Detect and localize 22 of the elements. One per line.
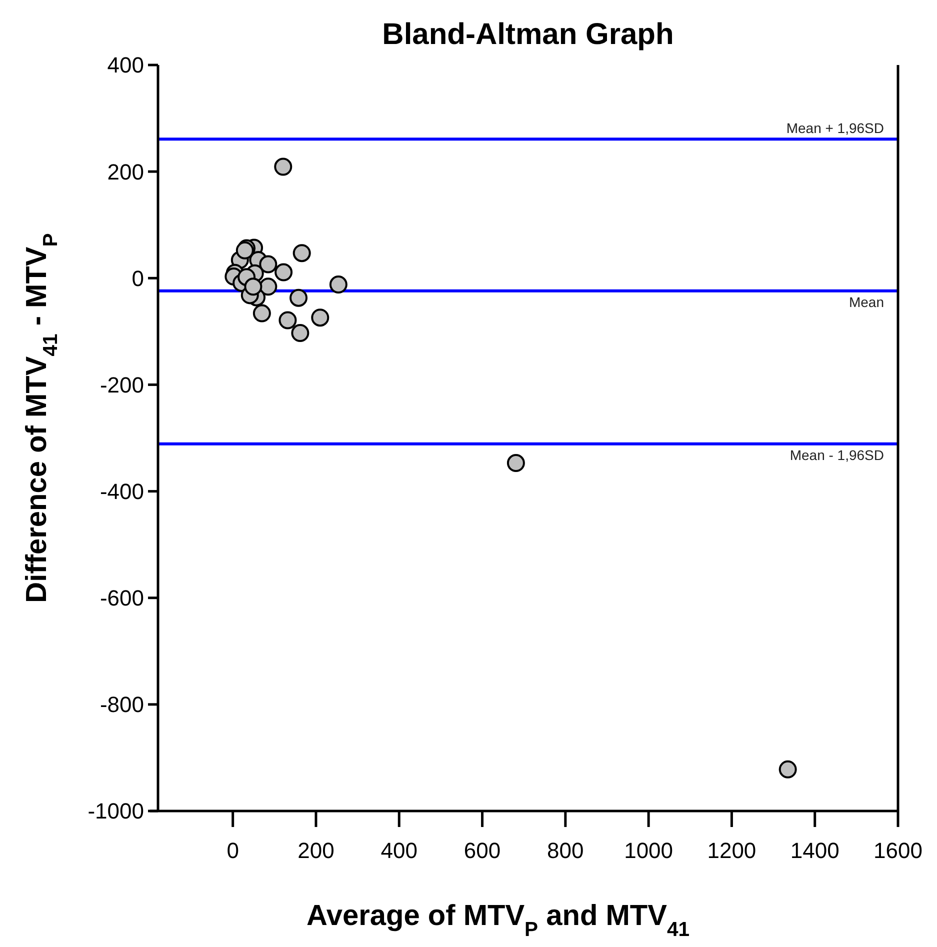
y-tick-label: -400 — [100, 478, 144, 504]
y-tick-label: 200 — [107, 159, 144, 184]
y-tick-label: -800 — [100, 692, 144, 718]
x-tick-label: 400 — [380, 838, 418, 863]
y-tick-label: -1000 — [88, 798, 144, 824]
x-tick-label: 600 — [464, 838, 501, 863]
x-tick-label: 1200 — [707, 838, 756, 863]
y-tick-label: 0 — [132, 266, 144, 291]
x-tick-label: 800 — [547, 838, 584, 863]
x-axis-title: Average of MTV$_{P}$ and MTV$_{41}$ — [306, 900, 690, 941]
y-tick-label: 400 — [107, 52, 144, 78]
ref-line-label: Mean — [848, 294, 884, 310]
x-tick-label: 1400 — [790, 838, 840, 863]
y-tick-label: -600 — [100, 586, 144, 611]
x-tick-label: 1600 — [874, 838, 922, 863]
y-tick-label: -200 — [100, 372, 144, 398]
chart-title: Bland-Altman Graph — [382, 18, 674, 51]
ref-line-label: Mean - 1,96SD — [790, 446, 884, 463]
ref-line-label: Mean + 1,96SD — [786, 120, 884, 136]
x-tick-label: 200 — [298, 838, 334, 863]
x-tick-label: 1000 — [624, 838, 674, 863]
x-tick-label: 0 — [226, 838, 239, 863]
